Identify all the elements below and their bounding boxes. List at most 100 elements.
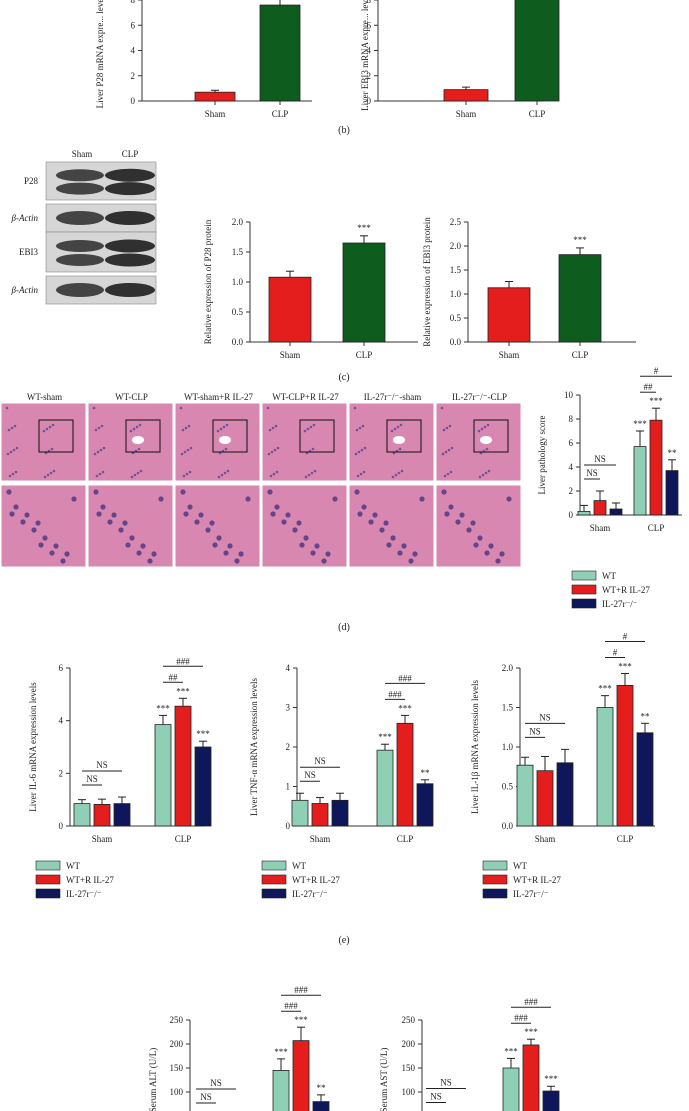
bar-sham [443,89,489,102]
histo-overview [87,402,174,482]
significance-stars: *** [633,419,647,429]
histo-group-label: WT-CLP [115,392,148,402]
y-axis-label: Liver EBI3 mRNA expre... levels [360,0,370,111]
bar-clp-1 [616,684,634,827]
bar-clp [514,0,560,102]
y-tick-label: 1 [286,782,291,792]
significance-stars: ** [641,711,651,721]
nucleus [14,470,18,474]
significance-stars: *** [156,703,170,713]
nucleus [94,428,98,432]
band-sham [56,283,104,297]
nucleus [226,469,230,473]
significance-stars: *** [294,1015,308,1025]
nucleus [137,447,141,451]
significance-stars: *** [649,396,663,406]
bracket-label: ## [644,382,654,392]
nucleus [270,511,276,517]
y-axis-label: Serum ALT (U/L) [148,1048,158,1111]
bracket-label: NS [200,1092,212,1102]
legend-label-wtr: WT+R IL-27 [602,585,650,595]
bracket-label: ### [294,985,308,995]
nucleus [390,429,394,433]
bracket-label: ### [524,997,538,1007]
histo-col-2: WT-sham+R IL-27 [174,392,261,568]
nucleus [310,471,314,475]
histo-group-label: WT-sham [27,392,62,402]
nucleus [485,447,489,451]
legend-0: WT WT+R IL-27 IL-27r⁻/⁻ [571,570,650,609]
legend-swatch-ko [35,888,61,899]
panel-label-b: (b) [338,125,350,136]
nucleus [102,446,106,450]
nucleus [499,551,505,557]
nucleus [52,469,56,473]
x-tick-label: Sham [205,109,226,119]
y-tick-label: 100 [170,1087,184,1097]
band-clp [105,253,155,267]
x-tick-label: Sham [535,834,556,844]
histo-group-label: WT-CLP+R IL-27 [272,392,339,402]
y-tick-label: 0 [367,96,372,106]
nucleus [38,542,44,548]
nucleus [13,424,17,428]
nucleus [401,543,407,549]
significance-stars: *** [176,686,190,696]
y-tick-label: 200 [402,1039,416,1049]
histo-group-label: WT-sham+R IL-27 [184,392,253,402]
nucleus [60,558,66,564]
x-tick-label: Sham [456,109,477,119]
legend-label-wt: WT [602,571,616,581]
bracket-label: # [613,648,618,658]
bracket-label: NS [430,1092,442,1102]
bar-clp-0 [154,724,172,827]
bar-sham-0 [291,799,309,827]
y-tick-label: 150 [170,1063,184,1073]
nucleus [441,489,447,495]
nucleus [408,558,414,564]
nucleus [138,423,142,427]
nucleus [216,429,220,433]
nucleus [71,496,77,502]
blot-row-0: P28 [24,161,157,201]
significance-stars: ** [317,1083,327,1093]
nucleus [49,471,53,475]
significance-stars: *** [524,1027,538,1037]
histo-col-1: WT-CLP [87,392,174,568]
nucleus [268,428,272,432]
bracket-label: ### [398,673,412,683]
legend-label-ko: IL-27r⁻/⁻ [602,599,638,609]
nucleus [419,496,425,502]
legend-label-wtr: WT+R IL-27 [513,875,561,885]
nucleus [95,474,99,478]
panel-label-e: (e) [338,935,349,946]
nucleus [495,558,501,564]
significance-stars: ** [668,448,678,458]
nucleus [92,406,96,410]
nucleus [209,520,215,526]
nucleus [224,447,228,451]
legend-swatch-ko [261,888,287,899]
legend-2: WT WT+R IL-27 IL-27r⁻/⁻ [261,860,340,899]
nucleus [321,558,327,564]
x-tick-label: CLP [572,350,589,360]
nucleus [372,512,378,518]
nucleus [129,535,135,541]
nucleus [187,504,193,510]
nucleus [97,426,101,430]
nucleus [188,470,192,474]
nucleus [444,450,448,454]
nucleus [269,474,273,478]
nucleus [217,475,221,479]
bar-clp [259,4,301,102]
x-tick-label: Sham [499,350,520,360]
y-tick-label: 6 [569,438,574,448]
legends-layer: WT WT+R IL-27 IL-27r⁻/⁻ WT WT+R IL-27 IL-27r⁻… [35,570,650,899]
nucleus [234,558,240,564]
zoom-box [212,419,248,453]
bar-clp-0 [376,749,394,827]
blot-row-2: EBI3 [19,231,157,273]
bar-clp-1 [174,705,192,827]
legend-swatch-wt [35,860,61,871]
